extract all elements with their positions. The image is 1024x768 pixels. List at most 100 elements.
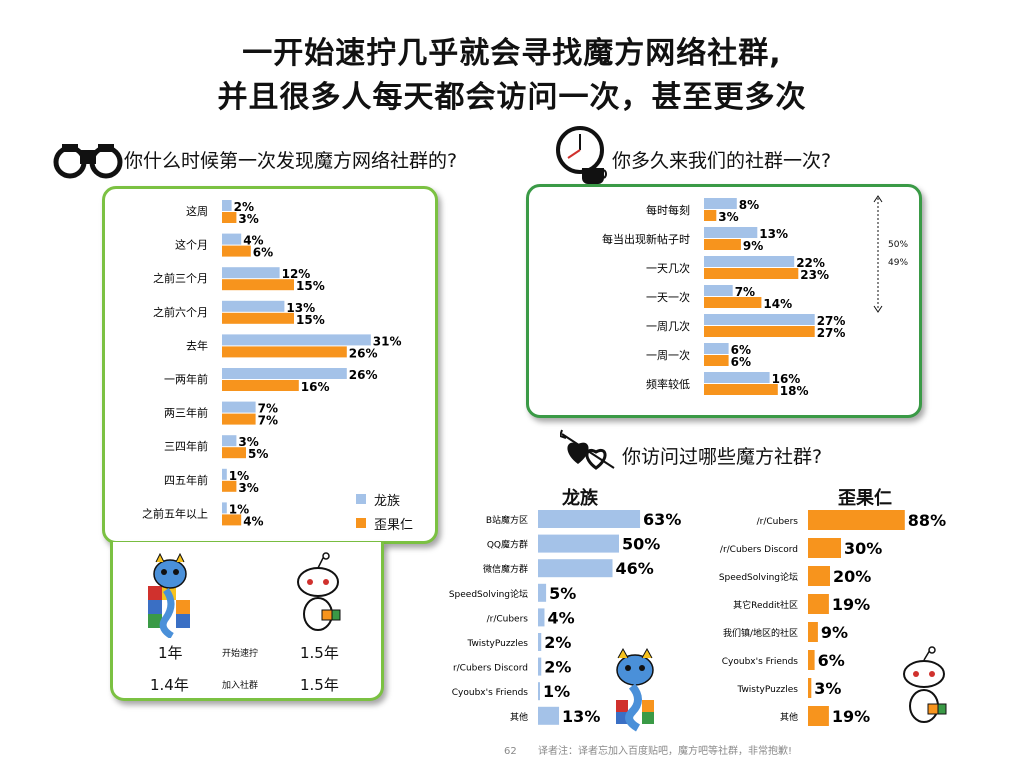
bar-foreigners [808, 594, 829, 614]
data-label: 4% [547, 608, 574, 627]
data-label: 4% [243, 514, 263, 528]
legend-swatch-dragons [356, 494, 366, 504]
bar-foreigners [222, 279, 294, 291]
data-label: 26% [349, 346, 378, 360]
bar-foreigners [704, 384, 778, 395]
question-communities: 你访问过哪些魔方社群? [622, 446, 823, 468]
bar-dragons [704, 198, 737, 209]
data-label: 46% [616, 559, 654, 578]
bar-foreigners [704, 355, 729, 366]
bar-dragons [704, 372, 770, 383]
data-label: 6% [253, 246, 273, 260]
bar-foreigners [808, 566, 830, 586]
category-label: /r/Cubers [757, 517, 799, 527]
data-label: 1% [229, 502, 249, 516]
data-label: 27% [817, 314, 846, 328]
category-label: SpeedSolving论坛 [719, 571, 798, 583]
page-number: 62 [504, 746, 517, 757]
data-label: 7% [735, 285, 755, 299]
data-label: 12% [282, 267, 311, 281]
dragon-mascot-small-icon [616, 647, 654, 732]
data-label: 9% [743, 239, 763, 253]
category-label: 一周一次 [646, 348, 690, 362]
data-label: 5% [549, 584, 576, 603]
data-label: 3% [238, 481, 258, 495]
data-label: 5% [248, 447, 268, 461]
bar-dragons [222, 200, 232, 211]
data-label: 13% [286, 301, 315, 315]
category-label: TwistyPuzzles [466, 639, 528, 649]
bar-dragons [222, 267, 280, 279]
category-label: /r/Cubers [487, 614, 529, 624]
discovery-chart-panel [102, 186, 438, 544]
bar-dragons [704, 314, 815, 325]
data-label: 22% [796, 256, 825, 270]
data-label: 3% [718, 210, 738, 224]
data-label: 27% [817, 326, 846, 340]
bar-foreigners [222, 312, 294, 324]
category-label: 四五年前 [164, 473, 208, 487]
bar-foreigners [222, 346, 347, 358]
page-title-line2: 并且很多人每天都会访问一次，甚至更多次 [217, 80, 807, 115]
category-label: 每时每刻 [646, 203, 690, 217]
data-label: 3% [814, 679, 841, 698]
bar-dragons [222, 435, 237, 447]
bar-dragons [704, 285, 733, 296]
category-label: 微信魔方群 [483, 563, 528, 575]
bar-foreigners [704, 297, 762, 308]
reddit-mascot-icon [297, 552, 341, 631]
data-label: 2% [544, 658, 571, 677]
bar-dragons [538, 706, 560, 725]
data-label: 31% [373, 334, 402, 348]
binoculars-icon [53, 144, 123, 179]
stat-start-dragons: 1年 [158, 644, 183, 662]
category-label: 一两年前 [164, 372, 208, 386]
category-label: 去年 [186, 338, 208, 352]
bar-foreigners [808, 538, 841, 558]
data-label: 19% [832, 595, 870, 614]
bar-dragons [222, 300, 285, 312]
bar-foreigners [222, 413, 256, 425]
frequency-chart: 每时每刻 8%3% 每当出现新帖子时 13%9% 一天几次 22%23% 一天一次 7% 14%… [602, 198, 846, 398]
communities-foreigners-title: 歪果仁 [838, 488, 892, 509]
category-label: SpeedSolving论坛 [449, 588, 528, 600]
question-frequency: 你多久来我们的社群一次? [612, 150, 832, 172]
data-label: 3% [238, 212, 258, 226]
page-title-line1: 一开始速拧几乎就会寻找魔方网络社群, [242, 36, 782, 71]
bar-dragons [222, 401, 256, 413]
bar-dragons [222, 334, 371, 346]
bar-foreigners [808, 650, 815, 670]
discovery-chart: 这周 2%3%这个月 4%6%之前三个月 12%15%之前六个月 13%15%去年 31%… [142, 200, 402, 528]
category-label: QQ魔方群 [487, 539, 528, 551]
category-label: Cyoubx's Friends [722, 657, 799, 667]
data-label: 6% [731, 355, 751, 369]
bar-dragons [222, 468, 227, 480]
data-label: 19% [832, 707, 870, 726]
category-label: 我们镇/地区的社区 [723, 627, 798, 639]
bar-foreigners [222, 245, 251, 257]
data-label: 1% [543, 682, 570, 701]
data-label: 20% [833, 567, 871, 586]
category-label: 每当出现新帖子时 [602, 232, 690, 246]
bar-dragons [704, 227, 758, 238]
category-label: 其他 [780, 711, 798, 723]
data-label: 88% [908, 511, 946, 530]
bar-dragons [538, 559, 613, 578]
category-label: 之前三个月 [153, 271, 208, 285]
communities-foreigners-chart: /r/Cubers 88% /r/Cubers Discord 30% SpeedSol… [719, 510, 946, 726]
bar-foreigners [704, 210, 717, 221]
data-label: 18% [780, 384, 809, 398]
bar-dragons [538, 633, 542, 651]
category-label: 其他 [510, 711, 528, 723]
data-label: 4% [243, 234, 263, 248]
bar-foreigners [222, 514, 242, 526]
communities-dragons-title: 龙族 [562, 488, 598, 509]
bar-foreigners [222, 447, 246, 459]
stat-start-label: 开始速拧 [222, 649, 259, 659]
data-label: 63% [643, 510, 681, 529]
category-label: r/Cubers Discord [453, 664, 528, 674]
data-label: 7% [258, 402, 278, 416]
data-label: 6% [818, 651, 845, 670]
annotation-dragons: 50% [888, 240, 909, 250]
hearts-arrow-icon [560, 429, 615, 470]
